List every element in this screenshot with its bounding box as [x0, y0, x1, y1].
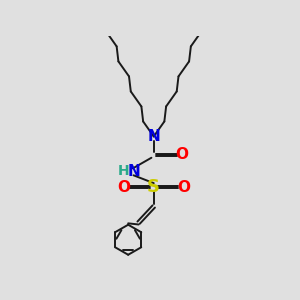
Text: N: N	[147, 129, 160, 144]
Text: S: S	[147, 178, 160, 196]
Text: N: N	[127, 164, 140, 178]
Text: O: O	[118, 180, 130, 195]
Text: O: O	[175, 148, 188, 163]
Text: O: O	[177, 180, 190, 195]
Text: H: H	[118, 164, 129, 178]
